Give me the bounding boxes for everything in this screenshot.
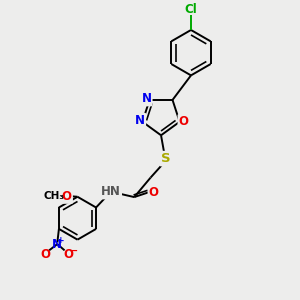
Text: Cl: Cl: [184, 3, 197, 16]
Text: O: O: [40, 248, 50, 261]
Text: CH₃: CH₃: [44, 191, 65, 201]
Text: O: O: [63, 248, 74, 261]
Text: O: O: [179, 115, 189, 128]
Text: O: O: [62, 190, 72, 202]
Text: −: −: [68, 246, 78, 256]
Text: N: N: [141, 92, 152, 105]
Text: N: N: [52, 238, 62, 250]
Text: +: +: [57, 236, 65, 245]
Text: O: O: [149, 186, 159, 199]
Text: HN: HN: [101, 185, 121, 198]
Text: S: S: [161, 152, 171, 165]
Text: N: N: [135, 114, 145, 127]
